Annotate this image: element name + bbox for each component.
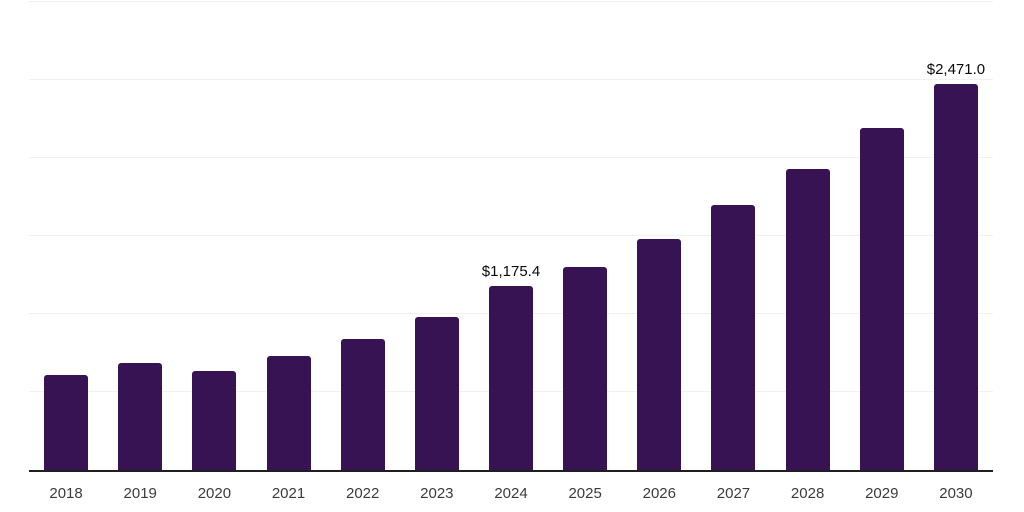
bar-2029 [859, 128, 904, 470]
x-axis-line [29, 470, 993, 472]
x-axis-label-2024: 2024 [494, 485, 528, 502]
bar-2020 [192, 370, 237, 470]
bar-2027 [711, 205, 756, 470]
x-axis-label-2020: 2020 [197, 485, 232, 502]
x-axis-label-2028: 2028 [790, 485, 825, 502]
x-axis-label-2026: 2026 [642, 485, 676, 502]
gridline-2500 [29, 78, 993, 80]
bar-2018 [44, 374, 89, 470]
x-axis-label-2029: 2029 [865, 485, 899, 502]
bar-2026 [637, 239, 682, 470]
x-axis-label-2021: 2021 [271, 485, 306, 502]
bar-2019 [118, 362, 163, 470]
bar-value-label-2030: $2,471.0 [926, 60, 986, 78]
bar-2028 [785, 169, 830, 470]
x-axis-label-2018: 2018 [49, 485, 83, 502]
bar-2021 [266, 355, 311, 470]
x-axis-label-2027: 2027 [716, 485, 751, 502]
gridline-3000 [29, 0, 993, 2]
gridline-2000 [29, 156, 993, 158]
x-axis-label-2025: 2025 [568, 485, 602, 502]
bar-2030 [933, 83, 978, 470]
bar-2025 [563, 266, 608, 470]
x-axis-label-2023: 2023 [420, 485, 454, 502]
x-axis-label-2019: 2019 [123, 485, 157, 502]
bar-2024 [489, 286, 533, 470]
gridline-1500 [29, 235, 993, 236]
x-axis-label-2022: 2022 [346, 485, 380, 502]
bar-value-label-2024: $1,175.4 [481, 263, 541, 281]
bar-2022 [340, 339, 385, 470]
bar-2023 [414, 316, 459, 470]
x-axis-label-2030: 2030 [939, 485, 973, 502]
